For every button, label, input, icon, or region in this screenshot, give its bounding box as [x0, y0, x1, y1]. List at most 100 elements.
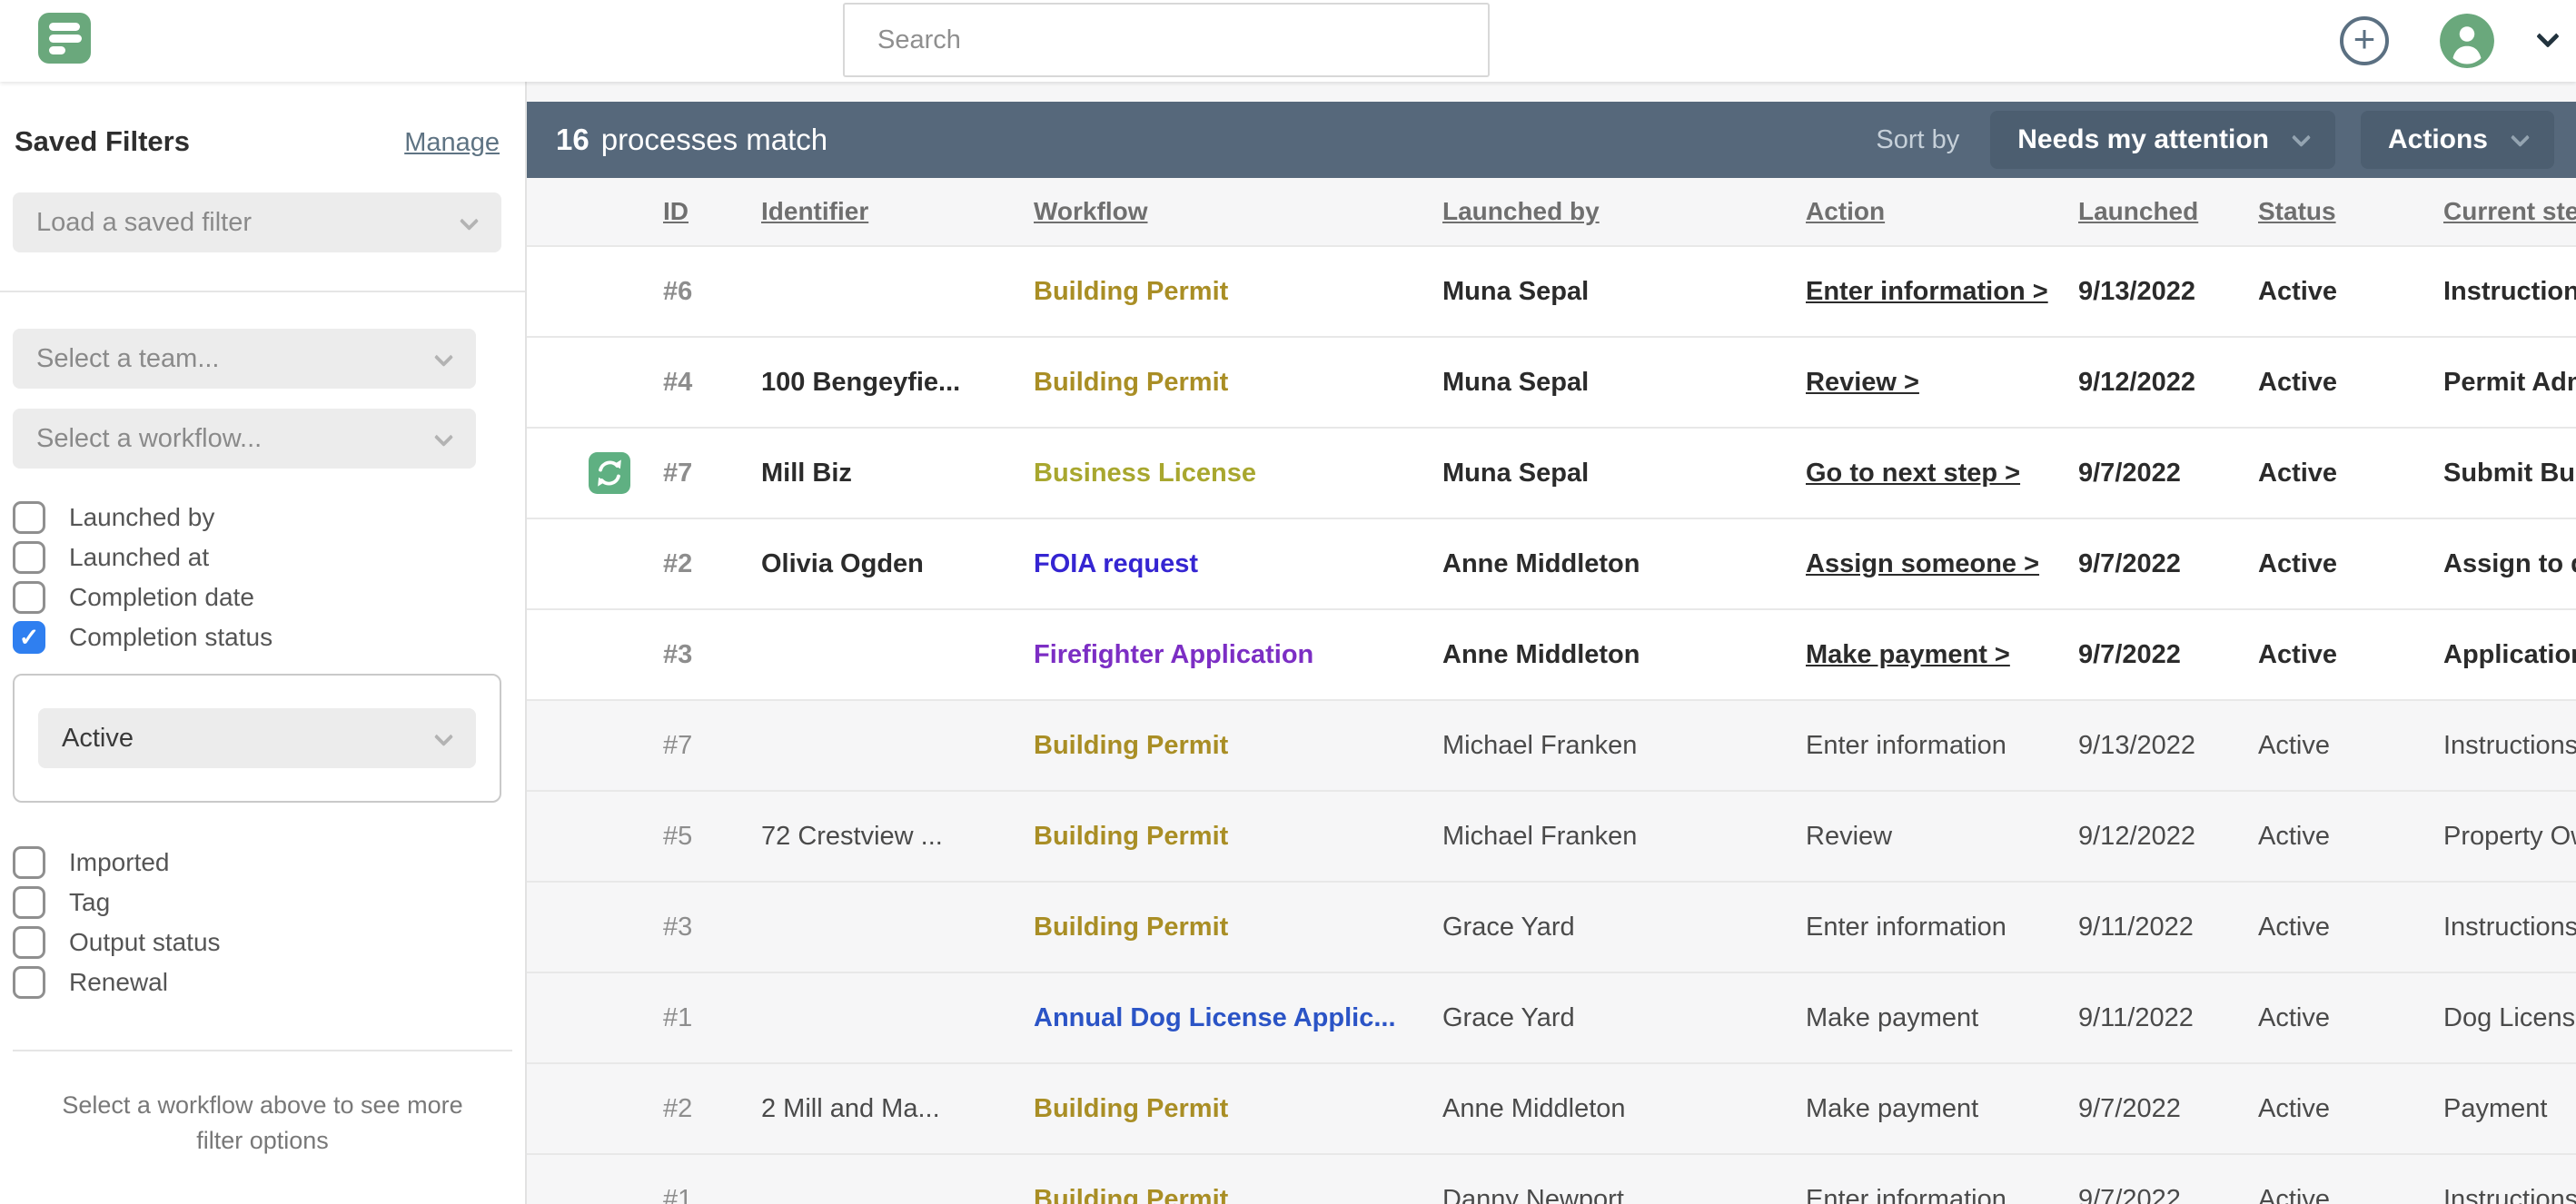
table-row[interactable]: #2 Olivia Ogden FOIA request Anne Middle…	[527, 518, 2576, 608]
cell-launched-by: Grace Yard	[1442, 912, 1575, 942]
cell-workflow-link[interactable]: Building Permit	[1034, 730, 1229, 760]
cell-id: #7	[663, 458, 693, 488]
cell-workflow-link[interactable]: Firefighter Application	[1034, 639, 1314, 669]
checkbox[interactable]: ✓	[13, 886, 45, 919]
cell-workflow-link[interactable]: Building Permit	[1034, 1093, 1229, 1123]
table-row[interactable]: #3 Firefighter Application Anne Middleto…	[527, 608, 2576, 699]
cell-status: Active	[2258, 458, 2338, 488]
checkbox[interactable]: ✓	[13, 501, 45, 534]
cell-id: #2	[663, 1093, 693, 1123]
cell-workflow-link[interactable]: Annual Dog License Applic...	[1034, 1002, 1396, 1032]
checkbox[interactable]: ✓	[13, 926, 45, 959]
actions-label: Actions	[2387, 124, 2488, 154]
completion-status-value: Active	[62, 723, 134, 753]
cell-workflow-link[interactable]: Building Permit	[1034, 821, 1229, 851]
app-logo-icon[interactable]	[38, 13, 91, 64]
checkbox-label: Renewal	[69, 968, 168, 996]
cell-current-step: Payment	[2443, 1093, 2548, 1123]
table-row[interactable]: #1 Annual Dog License Applic... Grace Ya…	[527, 972, 2576, 1062]
table-row[interactable]: #7 Building Permit Michael Franken Enter…	[527, 699, 2576, 790]
filter-checkbox[interactable]: ✓ Output status	[13, 926, 525, 959]
cell-workflow-link[interactable]: FOIA request	[1034, 548, 1199, 578]
results-count-label: processes match	[600, 123, 828, 156]
cell-action-link[interactable]: Make payment	[1806, 1093, 1979, 1123]
checkbox[interactable]: ✓	[13, 541, 45, 574]
checkbox[interactable]: ✓	[13, 621, 45, 654]
chevron-down-icon	[433, 726, 454, 747]
cell-action-link[interactable]: Review	[1806, 821, 1893, 851]
table-row[interactable]: #1 Building Permit Danny Newport Enter i…	[527, 1153, 2576, 1204]
cell-current-step: Permit Admin	[2443, 367, 2576, 397]
cell-id: #1	[663, 1184, 693, 1204]
chevron-down-icon[interactable]	[2536, 25, 2560, 48]
cell-action-link[interactable]: Enter information	[1806, 730, 2006, 760]
search-input[interactable]	[843, 3, 1490, 77]
table-header: ID Identifier Workflow Launched by Actio…	[527, 178, 2576, 245]
cell-workflow-link[interactable]: Building Permit	[1034, 367, 1229, 397]
actions-button[interactable]: Actions	[2360, 111, 2554, 169]
renewal-icon	[527, 452, 645, 494]
filter-checkbox[interactable]: ✓ Completion status	[13, 621, 525, 654]
workflow-select[interactable]: Select a workflow...	[13, 409, 476, 469]
cell-action-link[interactable]: Enter information	[1806, 912, 2006, 942]
cell-status: Active	[2258, 730, 2330, 760]
filters-sidebar: Saved Filters Manage Load a saved filter…	[0, 82, 527, 1204]
table-row[interactable]: #6 Building Permit Muna Sepal Enter info…	[527, 245, 2576, 336]
cell-workflow-link[interactable]: Business License	[1034, 458, 1256, 488]
table-row[interactable]: #2 2 Mill and Ma... Building Permit Anne…	[527, 1062, 2576, 1153]
avatar[interactable]	[2440, 14, 2494, 68]
chevron-down-icon	[2291, 127, 2312, 147]
table-row[interactable]: #5 72 Crestview ... Building Permit Mich…	[527, 790, 2576, 881]
cell-current-step: Instructions	[2443, 730, 2576, 760]
cell-launched-by: Muna Sepal	[1442, 367, 1590, 397]
results-area: 16 processes match Sort by Needs my atte…	[527, 82, 2576, 1204]
team-select[interactable]: Select a team...	[13, 329, 476, 389]
cell-action-link[interactable]: Go to next step >	[1806, 458, 2021, 488]
filter-checkbox[interactable]: ✓ Renewal	[13, 966, 525, 999]
table-row[interactable]: #3 Building Permit Grace Yard Enter info…	[527, 881, 2576, 972]
cell-action-link[interactable]: Make payment >	[1806, 639, 2010, 669]
column-header-launched-by[interactable]: Launched by	[1442, 197, 1600, 225]
cell-workflow-link[interactable]: Building Permit	[1034, 276, 1229, 306]
cell-workflow-link[interactable]: Building Permit	[1034, 1184, 1229, 1204]
cell-action-link[interactable]: Enter information >	[1806, 276, 2048, 306]
cell-launched-by: Michael Franken	[1442, 821, 1638, 851]
sort-select[interactable]: Needs my attention	[1990, 111, 2335, 169]
cell-launched-date: 9/7/2022	[2078, 1184, 2181, 1204]
cell-action-link[interactable]: Make payment	[1806, 1002, 1979, 1032]
checkbox[interactable]: ✓	[13, 846, 45, 879]
column-header-identifier[interactable]: Identifier	[761, 197, 869, 225]
load-saved-filter-select[interactable]: Load a saved filter	[13, 192, 501, 252]
column-header-launched[interactable]: Launched	[2078, 197, 2199, 225]
cell-action-link[interactable]: Review >	[1806, 367, 1919, 397]
plus-icon[interactable]: +	[2340, 16, 2389, 65]
column-header-current-step[interactable]: Current step	[2443, 197, 2576, 225]
manage-filters-link[interactable]: Manage	[404, 128, 500, 157]
column-header-id[interactable]: ID	[663, 197, 689, 225]
filter-checkbox[interactable]: ✓ Launched at	[13, 541, 525, 574]
cell-action-link[interactable]: Enter information	[1806, 1184, 2006, 1204]
column-header-workflow[interactable]: Workflow	[1034, 197, 1148, 225]
filter-checkbox[interactable]: ✓ Imported	[13, 846, 525, 879]
cell-id: #2	[663, 548, 693, 578]
filter-checkbox[interactable]: ✓ Tag	[13, 886, 525, 919]
cell-action-link[interactable]: Assign someone >	[1806, 548, 2040, 578]
checkbox[interactable]: ✓	[13, 581, 45, 614]
cell-launched-by: Michael Franken	[1442, 730, 1638, 760]
cell-launched-by: Anne Middleton	[1442, 1093, 1626, 1123]
cell-status: Active	[2258, 276, 2338, 306]
cell-id: #3	[663, 639, 693, 669]
cell-identifier: 100 Bengeyfie...	[761, 367, 961, 397]
sort-value: Needs my attention	[2017, 124, 2269, 154]
cell-workflow-link[interactable]: Building Permit	[1034, 912, 1229, 942]
table-row[interactable]: #4 100 Bengeyfie... Building Permit Muna…	[527, 336, 2576, 427]
column-header-action[interactable]: Action	[1806, 197, 1886, 225]
cell-identifier: 72 Crestview ...	[761, 821, 943, 851]
sort-by-label: Sort by	[1876, 124, 1960, 154]
column-header-status[interactable]: Status	[2258, 197, 2336, 225]
checkbox[interactable]: ✓	[13, 966, 45, 999]
filter-checkbox[interactable]: ✓ Completion date	[13, 581, 525, 614]
filter-checkbox[interactable]: ✓ Launched by	[13, 501, 525, 534]
table-row[interactable]: #7 Mill Biz Business License Muna Sepal …	[527, 427, 2576, 518]
completion-status-select[interactable]: Active	[38, 708, 476, 768]
